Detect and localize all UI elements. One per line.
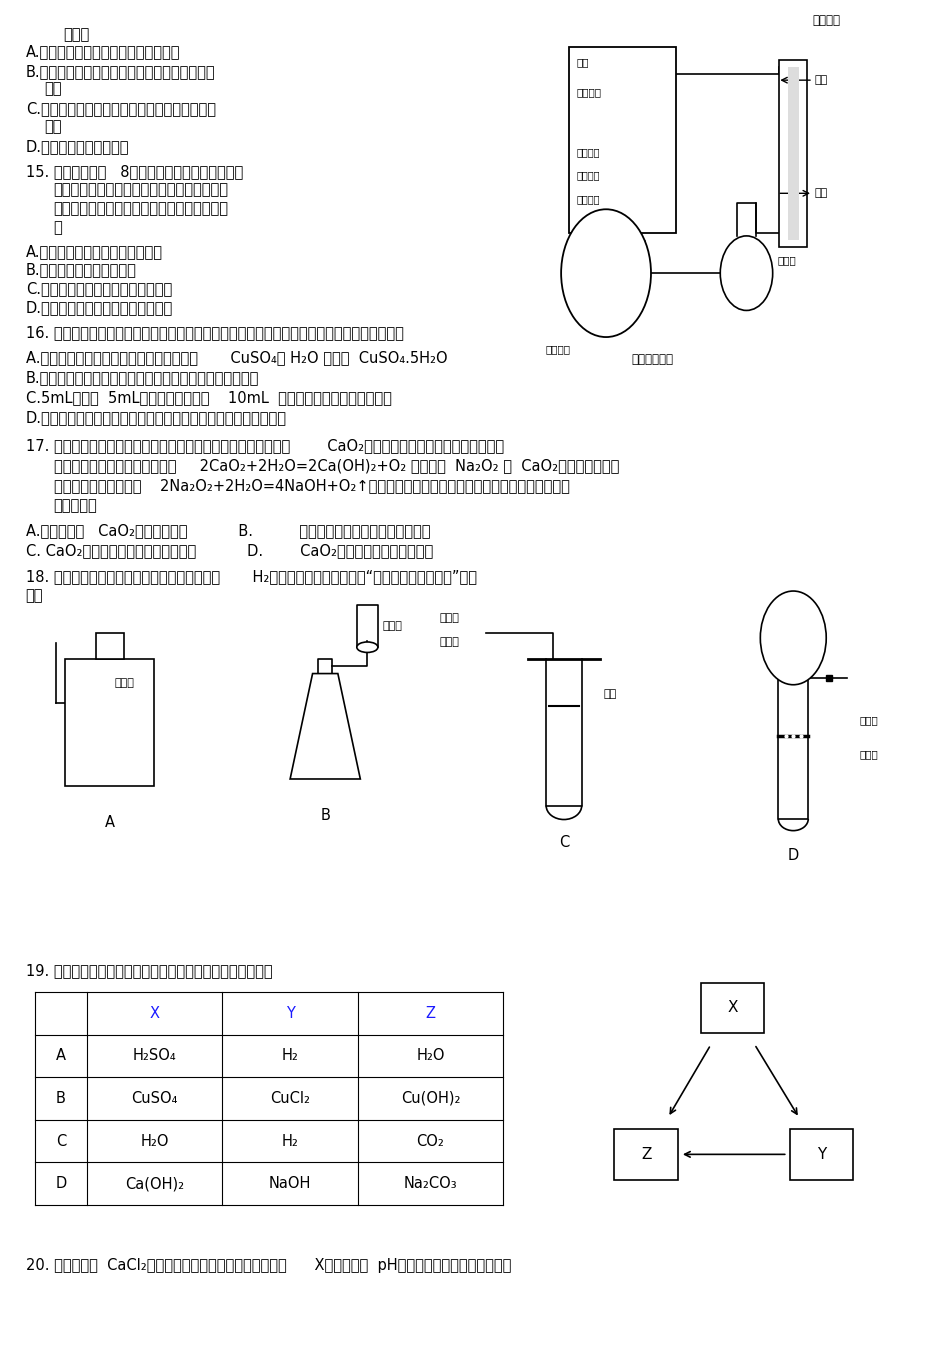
- Bar: [569, 47, 676, 233]
- Text: CuCl₂: CuCl₂: [270, 1091, 310, 1106]
- Bar: [779, 61, 808, 246]
- Text: A: A: [104, 815, 115, 830]
- Text: CO₂: CO₂: [417, 1134, 445, 1149]
- Text: A.电极模拟的是原始地球上闪电的作用: A.电极模拟的是原始地球上闪电的作用: [26, 44, 180, 59]
- Text: 误的是: 误的是: [63, 27, 89, 42]
- Text: Z: Z: [641, 1147, 652, 1162]
- Text: 素席的水: 素席的水: [545, 344, 570, 354]
- Circle shape: [720, 235, 772, 311]
- Ellipse shape: [357, 642, 378, 652]
- Text: A.相同质量的   CaO₂提供氧气更多           B.          过氧化鑉没有毒性，过氧化錢有毒: A.相同质量的 CaO₂提供氧气更多 B. 过氧化鑉没有毒性，过氧化錢有毒: [26, 523, 430, 538]
- Text: 是: 是: [54, 221, 63, 235]
- Circle shape: [561, 210, 651, 338]
- Text: C. CaO₂可以较缓慢与水反应放出氧气           D.        CaO₂对鱼塘水酸碱性影响较小: C. CaO₂可以较缓慢与水反应放出氧气 D. CaO₂对鱼塘水酸碱性影响较小: [26, 543, 433, 558]
- Text: H₂SO₄: H₂SO₄: [133, 1048, 176, 1064]
- Text: A.白色的无水硫酸鐵遇水变成蓝色，是因为       CuSO₄遇 H₂O 转化为  CuSO₄.5H₂O: A.白色的无水硫酸鐵遇水变成蓝色，是因为 CuSO₄遇 H₂O 转化为 CuSO…: [26, 350, 447, 366]
- Text: X: X: [149, 1006, 160, 1021]
- Text: 甲烷、氧: 甲烷、氧: [576, 147, 599, 157]
- Text: B.米勒的实验中只使用了电能和光能两种形式的: B.米勒的实验中只使用了电能和光能两种形式的: [26, 65, 216, 79]
- Text: Z: Z: [426, 1006, 435, 1021]
- Text: B: B: [320, 808, 331, 823]
- Text: 气、二氧: 气、二氧: [576, 171, 599, 180]
- Bar: [96, 632, 124, 659]
- Text: 干燥管: 干燥管: [114, 678, 134, 689]
- Text: 19. 下列各组物质间不能通过一步反应就能实现如图转化的是: 19. 下列各组物质间不能通过一步反应就能实现如图转化的是: [26, 963, 273, 978]
- Text: 地球的行星。关于火星的下列说法，不正确的: 地球的行星。关于火星的下列说法，不正确的: [54, 202, 229, 217]
- Ellipse shape: [760, 590, 826, 685]
- Text: A: A: [56, 1048, 66, 1064]
- Text: H₂: H₂: [282, 1134, 298, 1149]
- Text: 冷水: 冷水: [815, 75, 828, 85]
- Text: D: D: [788, 849, 799, 863]
- Text: A.火星上大气成分主要是二氧化碳: A.火星上大气成分主要是二氧化碳: [26, 243, 162, 258]
- Text: 的是: 的是: [26, 589, 43, 604]
- Text: 电极: 电极: [576, 58, 589, 67]
- Text: 分子: 分子: [45, 118, 62, 133]
- Text: Ca(OH)₂: Ca(OH)₂: [124, 1176, 184, 1192]
- Text: D.紫外线灯模拟了太阳光: D.紫外线灯模拟了太阳光: [26, 139, 129, 153]
- Bar: [615, 1128, 678, 1180]
- Text: B: B: [56, 1091, 66, 1106]
- Text: C.原始地球上小分子物质可以逐渐形成比较大的: C.原始地球上小分子物质可以逐渐形成比较大的: [26, 101, 216, 117]
- Text: 料隔板: 料隔板: [859, 749, 878, 759]
- Bar: [700, 983, 764, 1033]
- Text: C: C: [56, 1134, 66, 1149]
- Text: Na₂CO₃: Na₂CO₃: [404, 1176, 457, 1192]
- Text: B.火星上的温度与地球类似: B.火星上的温度与地球类似: [26, 262, 137, 277]
- Text: D: D: [55, 1176, 66, 1192]
- Text: 多孔型: 多孔型: [859, 716, 878, 725]
- Text: X: X: [727, 1001, 738, 1015]
- Polygon shape: [290, 674, 360, 779]
- Text: 氨基酸混合物: 氨基酸混合物: [632, 352, 674, 366]
- Text: 可抽动: 可抽动: [440, 613, 459, 623]
- Text: Cu(OH)₂: Cu(OH)₂: [401, 1091, 461, 1106]
- Text: 冷水: 冷水: [815, 188, 828, 198]
- Text: 16. 建立宏观和微观之间的联系是一种科学的思维方式。下列对宏观事实的微观解释不正确的是: 16. 建立宏观和微观之间的联系是一种科学的思维方式。下列对宏观事实的微观解释不…: [26, 325, 404, 340]
- Text: C.5mL酒精和  5mL水混合后体积小于    10mL  是因为混合过程中分子变小了: C.5mL酒精和 5mL水混合后体积小于 10mL 是因为混合过程中分子变小了: [26, 390, 391, 405]
- Text: 府水宫: 府水宫: [777, 254, 796, 265]
- Text: 相似，也可与水反应：    2Na₂O₂+2H₂O=4NaOH+O₂↑。选择过氧化鑉而不选择过氧化錢作为鱼塘增氧剂的: 相似，也可与水反应： 2Na₂O₂+2H₂O=4NaOH+O₂↑。选择过氧化鑉而…: [54, 479, 570, 494]
- Bar: [66, 659, 155, 785]
- Text: NaOH: NaOH: [269, 1176, 312, 1192]
- Bar: [789, 1128, 853, 1180]
- Text: 放电火花: 放电火花: [576, 87, 601, 97]
- Text: H₂O: H₂O: [416, 1048, 445, 1064]
- Text: H₂: H₂: [282, 1048, 298, 1064]
- Text: 17. 某同学发现养鱼师傅向鱼塘中撒一种微黄色的固体过氧化钉（        CaO₂），以增加鱼塘中的氧气。他查阅资: 17. 某同学发现养鱼师傅向鱼塘中撒一种微黄色的固体过氧化钉（ CaO₂），以增…: [26, 438, 504, 453]
- Text: D.不同种酸的化学性质有所不同，与酸电离生成的阴离子不同有关: D.不同种酸的化学性质有所不同，与酸电离生成的阴离子不同有关: [26, 410, 287, 425]
- Text: 的铜丝: 的铜丝: [440, 636, 459, 647]
- Text: 料发现，过氧化鑉可与水反应：     2CaO₂+2H₂O=2Ca(OH)₂+O₂ 同时发现  Na₂O₂ 与  CaO₂的化学性质非常: 料发现，过氧化鑉可与水反应： 2CaO₂+2H₂O=2Ca(OH)₂+O₂ 同时…: [54, 459, 619, 473]
- Text: 小试管: 小试管: [383, 621, 403, 631]
- Text: D.目前还没有发现火星上有生命迹象: D.目前还没有发现火星上有生命迹象: [26, 300, 173, 315]
- Text: Y: Y: [286, 1006, 294, 1021]
- Text: 人们多次发射火星探测器，试图研究这颗靠近: 人们多次发射火星探测器，试图研究这颗靠近: [54, 183, 229, 198]
- Text: 15. 火星是太阳系   8大行星之一，属于类地行星。: 15. 火星是太阳系 8大行星之一，属于类地行星。: [26, 164, 243, 179]
- Text: 能源: 能源: [45, 82, 62, 97]
- Text: B.警用缉毒犬能根据气味发现毒品，是因为分子在不断运动: B.警用缉毒犬能根据气味发现毒品，是因为分子在不断运动: [26, 370, 259, 385]
- Text: 铜网: 铜网: [603, 690, 617, 699]
- Text: CuSO₄: CuSO₄: [131, 1091, 178, 1106]
- Text: 化碳、氨: 化碳、氨: [576, 195, 599, 204]
- Text: 原因可能是: 原因可能是: [54, 498, 98, 514]
- Text: 20. 现有盐酸和  CaCl₂的混合溶液，向其中逐滴加入某物质      X至过量，用  pH传感器等数字化实验仓器测得: 20. 现有盐酸和 CaCl₂的混合溶液，向其中逐滴加入某物质 X至过量，用 p…: [26, 1258, 511, 1274]
- Text: H₂O: H₂O: [141, 1134, 169, 1149]
- Text: Y: Y: [817, 1147, 826, 1162]
- Bar: [788, 67, 799, 239]
- Text: 紫外线灯: 紫外线灯: [812, 13, 840, 27]
- Text: C.火星的橘红色外表是地表的赤铁矿: C.火星的橘红色外表是地表的赤铁矿: [26, 281, 172, 296]
- Text: 18. 实验届可以用锅粒与稀盐酸制备氢气。下列       H₂的制备装置中，不能起到“随开随制，随关随停”效果: 18. 实验届可以用锅粒与稀盐酸制备氢气。下列 H₂的制备装置中，不能起到“随开…: [26, 569, 477, 584]
- Text: C: C: [559, 835, 569, 850]
